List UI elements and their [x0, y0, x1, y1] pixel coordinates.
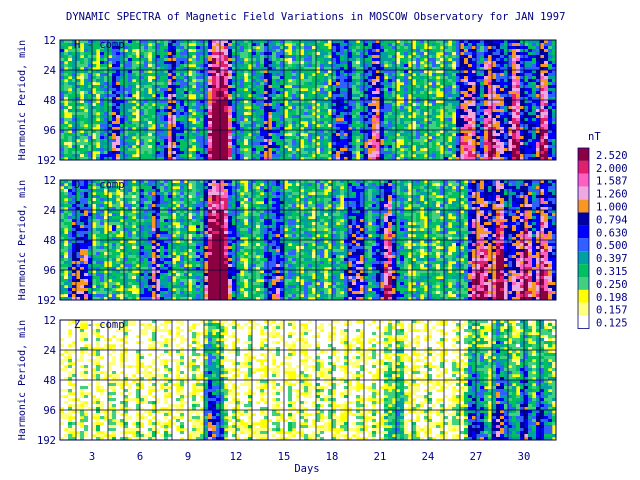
colorbar-level: 1.260 — [596, 189, 628, 201]
y-tick-label: 24 — [43, 345, 56, 357]
colorbar-swatch — [578, 238, 589, 252]
panel-z-comp: Z - comp 12 24 48 96 192 Harmonic Period, min — [17, 315, 557, 447]
x-axis-label: Days — [294, 463, 319, 475]
colorbar-level: 1.587 — [596, 176, 628, 188]
y-tick-label: 48 — [43, 95, 56, 107]
colorbar-level: 0.397 — [596, 253, 628, 265]
y-tick-label: 12 — [43, 315, 56, 327]
colorbar-level: 0.157 — [596, 305, 628, 317]
colorbar-swatch — [578, 212, 589, 226]
x-tick-label: 21 — [374, 451, 387, 463]
y-tick-label: 192 — [37, 435, 56, 447]
colorbar-level: 2.520 — [596, 150, 628, 162]
y-tick-label: 96 — [43, 265, 56, 277]
x-tick-labels: 3 6 9 12 15 18 21 24 27 30 — [89, 451, 530, 463]
colorbar: nT 2.5202.0001.5871.2601.0000.7940.6300.5… — [577, 131, 628, 330]
colorbar-level: 0.794 — [596, 214, 628, 226]
y-tick-label: 96 — [43, 125, 56, 137]
grid-lines — [60, 39, 557, 161]
y-tick-label: 192 — [37, 295, 56, 307]
x-tick-label: 27 — [470, 451, 483, 463]
colorbar-swatch — [578, 225, 589, 239]
heatmap-cells — [60, 320, 557, 441]
heatmap-cells — [60, 180, 557, 301]
colorbar-swatch — [578, 289, 589, 303]
colorbar-level: 1.000 — [596, 202, 628, 214]
colorbar-swatch — [578, 315, 589, 329]
y-tick-label: 24 — [43, 205, 56, 217]
x-tick-label: 12 — [230, 451, 243, 463]
chart-title: DYNAMIC SPECTRA of Magnetic Field Variat… — [66, 11, 565, 23]
grid-lines — [60, 319, 557, 441]
x-tick-label: 3 — [89, 451, 95, 463]
colorbar-swatch — [578, 148, 589, 161]
colorbar-swatch — [578, 264, 589, 277]
colorbar-level: 0.125 — [596, 318, 628, 330]
panel-h-comp: H - comp 12 24 48 96 192 Harmonic Period, min — [17, 35, 557, 167]
colorbar-swatch — [578, 173, 589, 187]
y-tick-label: 192 — [37, 155, 56, 167]
panel-label: Z - comp — [74, 319, 125, 331]
x-tick-label: 18 — [326, 451, 339, 463]
x-tick-label: 15 — [278, 451, 291, 463]
panel-label: D - comp — [74, 179, 125, 191]
colorbar-swatch — [578, 199, 589, 213]
y-tick-label: 96 — [43, 405, 56, 417]
colorbar-swatch — [578, 302, 589, 316]
colorbar-level: 0.250 — [596, 279, 628, 291]
colorbar-level: 0.198 — [596, 292, 628, 304]
colorbar-swatch — [578, 251, 589, 265]
x-tick-label: 30 — [518, 451, 531, 463]
x-tick-label: 6 — [137, 451, 143, 463]
colorbar-level: 0.500 — [596, 240, 628, 252]
y-tick-label: 12 — [43, 175, 56, 187]
y-axis-label: Harmonic Period, min — [17, 180, 28, 300]
panel-d-comp: D - comp 12 24 48 96 192 Harmonic Period, min — [17, 175, 557, 307]
heatmap-cells — [60, 40, 557, 161]
y-tick-label: 24 — [43, 65, 56, 77]
colorbar-swatch — [578, 277, 589, 290]
x-tick-label: 24 — [422, 451, 435, 463]
y-axis-label: Harmonic Period, min — [17, 320, 28, 440]
panel-label: H - comp — [74, 39, 125, 51]
colorbar-swatch — [578, 186, 589, 200]
y-tick-label: 12 — [43, 35, 56, 47]
colorbar-level: 0.315 — [596, 266, 628, 278]
y-axis-label: Harmonic Period, min — [17, 40, 28, 160]
colorbar-level: 0.630 — [596, 227, 628, 239]
colorbar-level: 2.000 — [596, 163, 628, 175]
colorbar-unit: nT — [588, 131, 601, 143]
colorbar-swatch — [578, 160, 589, 174]
y-tick-label: 48 — [43, 375, 56, 387]
y-tick-label: 48 — [43, 235, 56, 247]
x-tick-label: 9 — [185, 451, 191, 463]
